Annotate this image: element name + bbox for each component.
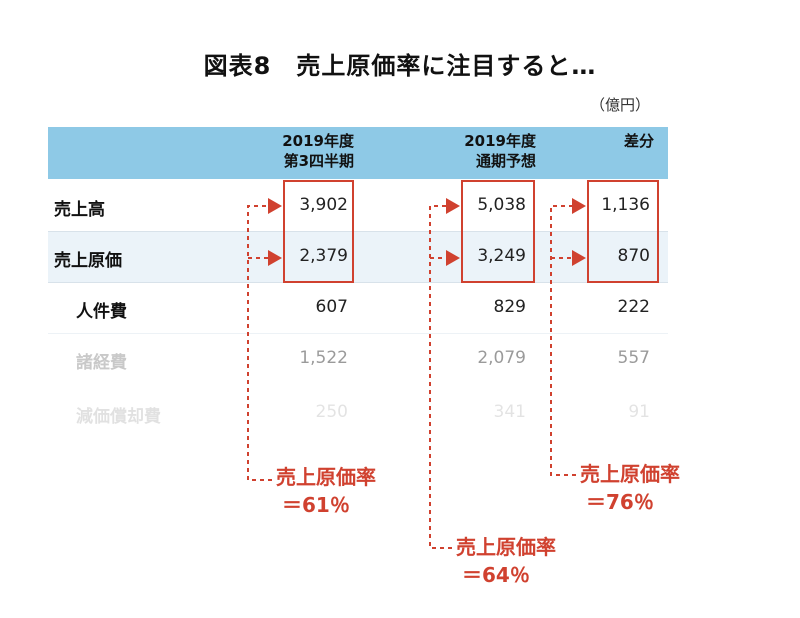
highlight-box-forecast: [461, 180, 535, 283]
column-header-q3-line1: 2019年度: [282, 132, 354, 150]
cell-value: 341: [493, 402, 526, 422]
cell-value: 1,136: [601, 195, 650, 215]
cell-value: 3,249: [477, 246, 526, 266]
cell-value: 607: [315, 297, 348, 317]
column-header-forecast: 2019年度 通期予想: [432, 131, 536, 171]
column-header-forecast-line2: 通期予想: [475, 152, 536, 170]
table-row: 諸経費 1,522 2,079 557: [48, 334, 668, 384]
cost-ratio-note-forecast: 売上原価率 ＝64％: [456, 533, 556, 589]
unit-label: （億円）: [590, 96, 651, 114]
cell-value: 250: [315, 402, 348, 422]
highlight-box-diff: [587, 180, 659, 283]
cell-value: 1,522: [299, 348, 348, 368]
cost-ratio-note-q3-value: ＝61％: [282, 493, 350, 517]
column-header-q3-line2: 第3四半期: [283, 152, 354, 170]
row-label: 売上原価: [54, 251, 122, 271]
table-header: 2019年度 第3四半期 2019年度 通期予想 差分: [48, 127, 668, 179]
figure-title: 図表8 売上原価率に注目すると…: [203, 52, 597, 80]
cell-value: 91: [628, 402, 650, 422]
connector-forecast: [429, 198, 460, 549]
cell-value: 3,902: [299, 195, 348, 215]
row-divider: [48, 282, 668, 283]
cost-ratio-note-q3-label: 売上原価率: [276, 465, 376, 489]
column-header-forecast-line1: 2019年度: [464, 132, 536, 150]
cell-value: 870: [617, 246, 650, 266]
table-row: 人件費 607 829 222: [48, 283, 668, 333]
table-row: 減価償却費 250 341 91: [48, 388, 668, 438]
column-header-diff: 差分: [558, 131, 654, 151]
row-label: 人件費: [76, 302, 127, 322]
cost-ratio-note-forecast-label: 売上原価率: [456, 535, 556, 559]
cell-value: 2,379: [299, 246, 348, 266]
cell-value: 2,079: [477, 348, 526, 368]
row-label: 減価償却費: [76, 407, 161, 427]
row-label: 売上高: [54, 200, 105, 220]
connector-diff: [550, 198, 586, 476]
row-divider: [48, 333, 668, 334]
column-header-diff-line2: 差分: [623, 132, 654, 150]
cost-ratio-note-diff-value: ＝76％: [586, 490, 654, 514]
table-row: 売上原価 2,379 3,249 870: [48, 232, 668, 282]
table-row: 売上高 3,902 5,038 1,136: [48, 181, 668, 231]
cell-value: 222: [617, 297, 650, 317]
cell-value: 557: [617, 348, 650, 368]
cost-ratio-note-diff: 売上原価率 ＝76％: [580, 460, 680, 516]
highlight-box-q3: [283, 180, 354, 283]
cost-ratio-note-diff-label: 売上原価率: [580, 462, 680, 486]
cost-ratio-note-forecast-value: ＝64％: [462, 563, 530, 587]
column-header-q3: 2019年度 第3四半期: [250, 131, 354, 171]
cost-ratio-note-q3: 売上原価率 ＝61％: [276, 463, 376, 519]
cell-value: 829: [493, 297, 526, 317]
row-divider: [48, 231, 668, 232]
cell-value: 5,038: [477, 195, 526, 215]
row-label: 諸経費: [76, 353, 127, 373]
connector-q3: [247, 198, 282, 481]
